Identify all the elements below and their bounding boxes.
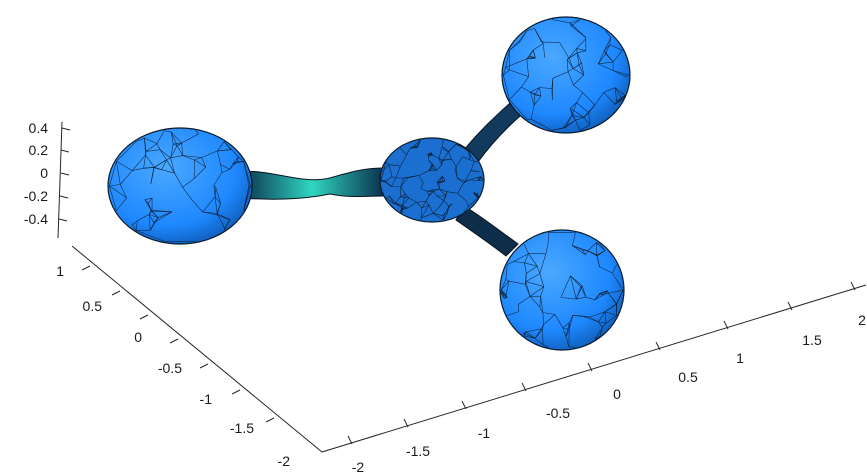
bottom-right-sphere: [500, 230, 624, 350]
y-tick-mark: [82, 266, 90, 270]
z-tick-mark: [61, 150, 69, 152]
y-tick-label: 0.5: [83, 298, 103, 314]
x-tick-label: 0.5: [678, 369, 698, 385]
x-tick-label: 1.5: [802, 332, 822, 348]
z-tick-mark: [62, 128, 70, 130]
y-tick-label: 1: [56, 263, 64, 279]
y-axis-ticks: 1 0.5 0 -0.5 -1 -1.5 -2: [56, 263, 290, 469]
left-sphere: [108, 128, 252, 244]
x-tick-label: -1: [478, 425, 491, 441]
y-tick-mark: [200, 364, 208, 368]
top-right-sphere: [502, 17, 630, 133]
x-tick-label: -2: [352, 459, 365, 474]
z-tick-label: -0.2: [24, 188, 48, 204]
z-tick-label: 0.4: [29, 120, 49, 136]
z-tick-mark: [61, 173, 69, 175]
x-tick-label: -1.5: [406, 443, 430, 459]
x-tick-label: 2: [858, 312, 866, 328]
y-tick-mark: [232, 390, 240, 394]
x-tick-mark: [462, 401, 466, 409]
y-tick-label: -2: [278, 453, 291, 469]
y-tick-mark: [170, 339, 178, 343]
y-tick-mark: [266, 418, 274, 422]
z-tick-label: 0: [40, 165, 48, 181]
lower-right-neck: [456, 206, 518, 256]
y-tick-mark: [112, 291, 120, 295]
x-tick-label: 0: [613, 386, 621, 402]
y-tick-mark: [140, 315, 148, 319]
x-tick-label: -0.5: [546, 405, 570, 421]
left-neck: [238, 168, 386, 199]
z-tick-mark: [59, 219, 67, 221]
z-tick-label: 0.2: [29, 142, 49, 158]
z-tick-label: -0.4: [24, 211, 48, 227]
x-tick-label: 1: [736, 350, 744, 366]
z-axis-ticks: 0.4 0.2 0 -0.2 -0.4: [24, 120, 70, 227]
y-axis-line: [72, 246, 322, 452]
y-tick-label: -0.5: [158, 360, 182, 376]
y-tick-label: -1: [200, 391, 213, 407]
center-sphere: [380, 138, 484, 222]
z-tick-mark: [60, 196, 68, 198]
y-tick-label: -1.5: [230, 420, 254, 436]
y-tick-label: 0: [134, 329, 142, 345]
z-axis-line: [58, 122, 62, 238]
x-tick-mark: [348, 436, 352, 444]
